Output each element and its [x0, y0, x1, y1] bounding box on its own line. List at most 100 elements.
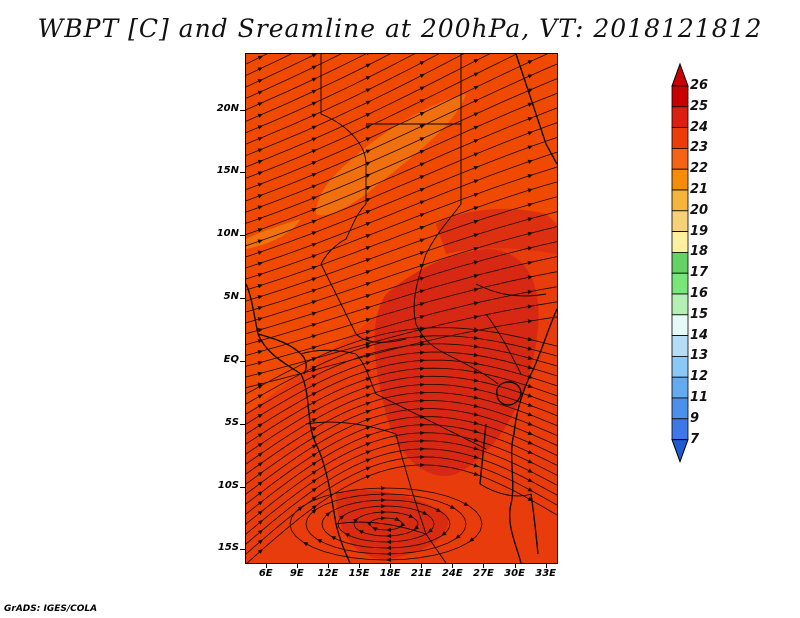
streamline-arrow [365, 246, 371, 251]
lon-tick-label: 12E [317, 568, 339, 579]
streamline-arrow [527, 304, 533, 309]
streamline [246, 440, 557, 535]
streamline-arrow [473, 403, 479, 409]
streamline [246, 241, 557, 335]
streamline-arrow [325, 512, 331, 517]
streamline-arrow [527, 421, 533, 426]
streamline-arrow [365, 161, 371, 166]
streamline-arrow [413, 525, 419, 530]
colorbar-label: 22 [690, 161, 709, 177]
streamline-arrow [365, 360, 371, 366]
coastlines [246, 54, 557, 563]
streamline [353, 511, 419, 537]
streamline-arrow [257, 510, 263, 516]
streamline-arrow [473, 361, 479, 366]
streamline-arrow [365, 474, 371, 479]
streamline-arrow [311, 277, 317, 282]
streamline-arrow [473, 301, 479, 306]
chart-title: WBPT [C] and Sreamline at 200hPa, VT: 20… [37, 14, 763, 43]
streamline-arrow [473, 378, 479, 383]
streamline-arrow [473, 420, 479, 425]
streamline-arrow [365, 222, 371, 227]
streamline-arrow [311, 265, 317, 271]
streamline-arrow [257, 113, 263, 118]
lat-tick-label: 5S [224, 416, 239, 428]
streamline-arrow [311, 383, 317, 388]
lat-tick-label: 10S [217, 479, 239, 491]
streamline-arrow [419, 111, 425, 117]
streamline-arrow [419, 200, 425, 205]
streamline-arrow [473, 446, 479, 451]
streamline [246, 181, 557, 291]
streamline-arrow [419, 162, 425, 167]
streamline-arrow [419, 462, 425, 468]
streamline-arrow [527, 355, 533, 360]
streamline-arrow [463, 501, 470, 506]
streamline-arrow [365, 210, 371, 215]
streamline-arrow [380, 509, 386, 515]
colorbar-label: 15 [690, 306, 709, 322]
colorbar-label: 16 [690, 286, 709, 301]
streamline-arrow [408, 513, 414, 518]
grads-credit: GrADS: IGES/COLA [4, 604, 98, 614]
streamline [246, 335, 557, 405]
streamline-arrow [473, 206, 479, 211]
streamline-arrow [380, 485, 386, 491]
streamline-arrow [365, 385, 371, 390]
colorbar [671, 62, 689, 464]
streamline-arrow [527, 336, 533, 342]
streamline [246, 54, 518, 179]
streamline-arrow [419, 326, 425, 331]
streamline-arrow [455, 534, 461, 539]
streamline-arrow [527, 346, 533, 351]
streamline [246, 54, 440, 145]
streamline-arrow [527, 477, 533, 483]
streamline-arrow [527, 365, 533, 370]
streamline-arrow [380, 497, 386, 503]
streamline-arrow [469, 537, 475, 542]
lat-tick-label: 15N [216, 165, 239, 177]
streamline-arrow [473, 59, 479, 64]
streamline-arrow [311, 487, 317, 493]
streamline [246, 271, 557, 356]
streamline [321, 499, 451, 549]
lat-tick-mark [240, 235, 245, 237]
streamline-arrow [527, 246, 533, 251]
lon-tick-label: 27E [473, 568, 494, 579]
streamline [246, 464, 557, 563]
streamline-arrow [419, 446, 425, 452]
streamline-arrow [311, 509, 317, 514]
streamline-arrow [380, 491, 386, 497]
colorbar-label: 20 [690, 202, 709, 218]
streamline-arrow [473, 85, 479, 90]
streamline-arrow [257, 371, 263, 376]
streamline-arrow [419, 73, 425, 79]
streamline-arrow [257, 360, 263, 366]
streamline-arrow [257, 159, 263, 164]
colorbar-cell [671, 293, 689, 316]
colorbar-label: 9 [690, 410, 700, 426]
lon-tick-mark [514, 563, 516, 568]
streamline-arrow [311, 311, 317, 316]
streamline-arrow [473, 454, 479, 459]
streamline-arrow [527, 188, 533, 193]
streamline [246, 408, 557, 495]
streamline-arrow [311, 374, 317, 379]
streamline-arrow [419, 238, 425, 243]
streamline-arrow [311, 54, 317, 58]
streamline [246, 375, 557, 455]
streamline-arrow [311, 418, 317, 423]
streamline-arrow [473, 233, 479, 238]
streamline-arrow [311, 479, 317, 484]
streamline [246, 400, 557, 485]
streamline-arrow [302, 542, 309, 547]
colorbar-cell [671, 272, 689, 295]
streamline [246, 54, 317, 88]
streamline-arrow [297, 506, 303, 511]
lat-tick-mark [240, 423, 245, 425]
streamline-arrow [311, 208, 317, 213]
streamline-arrow [419, 334, 425, 339]
colorbar-label: 11 [690, 390, 709, 405]
streamline [246, 226, 557, 324]
streamline-arrow [257, 171, 263, 176]
